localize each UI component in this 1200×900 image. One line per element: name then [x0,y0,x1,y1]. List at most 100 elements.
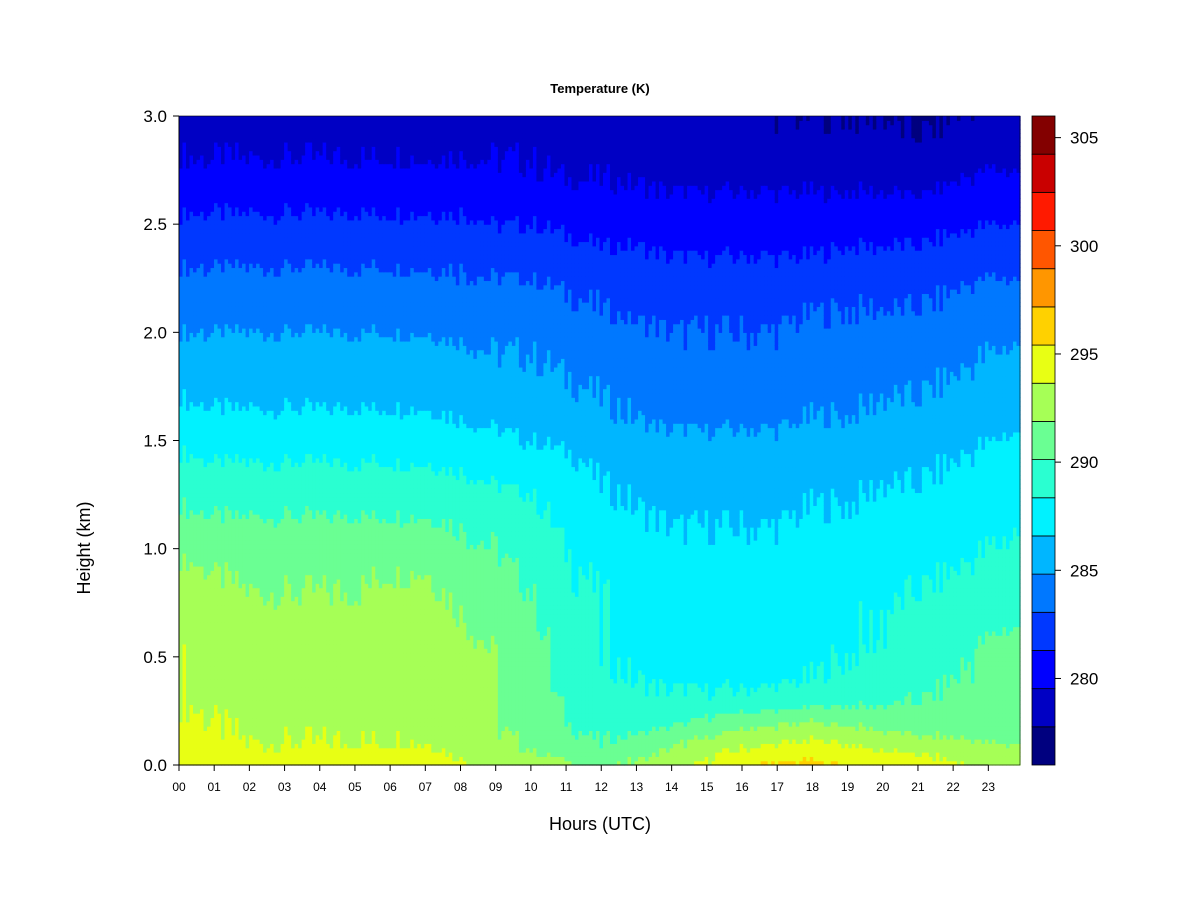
heatmap-cell [270,579,274,584]
heatmap-cell [193,142,197,147]
heatmap-cell [190,241,194,246]
heatmap-cell [270,428,274,433]
heatmap-cell [260,609,264,614]
heatmap-cell [249,129,253,134]
heatmap-cell [190,709,194,714]
heatmap-cell [235,743,239,748]
heatmap-cell [179,146,183,151]
heatmap-cell [267,479,271,484]
heatmap-cell [228,116,232,121]
heatmap-cell [235,306,239,311]
heatmap-cell [253,566,257,571]
heatmap-cell [253,553,257,558]
heatmap-cell [239,700,243,705]
heatmap-cell [253,687,257,692]
heatmap-cell [281,665,285,670]
heatmap-cell [207,393,211,398]
heatmap-cell [277,622,281,627]
heatmap-cell [197,415,201,420]
heatmap-cell [232,635,236,640]
heatmap-cell [225,640,229,645]
heatmap-cell [221,237,225,242]
heatmap-cell [232,237,236,242]
heatmap-cell [190,168,194,173]
heatmap-cell [207,337,211,342]
heatmap-cell [242,514,246,519]
heatmap-cell [197,631,201,636]
heatmap-cell [186,198,190,203]
heatmap-cell [246,246,250,251]
heatmap-cell [200,172,204,177]
heatmap-cell [260,315,264,320]
heatmap-cell [267,592,271,597]
heatmap-cell [214,683,218,688]
heatmap-cell [235,267,239,272]
heatmap-cell [186,224,190,229]
heatmap-cell [249,492,253,497]
heatmap-cell [179,233,183,238]
heatmap-cell [186,635,190,640]
heatmap-cell [200,575,204,580]
heatmap-cell [218,722,222,727]
heatmap-cell [186,670,190,675]
heatmap-cell [211,367,215,372]
heatmap-cell [263,631,267,636]
heatmap-cell [239,501,243,506]
heatmap-cell [274,280,278,285]
heatmap-cell [183,752,187,757]
heatmap-cell [260,224,264,229]
heatmap-cell [249,337,253,342]
heatmap-cell [207,341,211,346]
heatmap-cell [242,458,246,463]
heatmap-cell [270,367,274,372]
heatmap-cell [263,514,267,519]
heatmap-cell [232,618,236,623]
heatmap-cell [200,380,204,385]
heatmap-cell [207,419,211,424]
heatmap-cell [242,592,246,597]
heatmap-cell [197,605,201,610]
heatmap-cell [193,462,197,467]
heatmap-cell [183,497,187,502]
heatmap-cell [242,709,246,714]
heatmap-cell [246,674,250,679]
heatmap-cell [211,683,215,688]
heatmap-cell [204,341,208,346]
heatmap-cell [246,544,250,549]
heatmap-cell [281,371,285,376]
heatmap-cell [260,743,264,748]
heatmap-cell [277,475,281,480]
heatmap-cell [256,722,260,727]
heatmap-cell [232,657,236,662]
heatmap-cell [218,376,222,381]
heatmap-cell [267,138,271,143]
heatmap-cell [284,190,288,195]
heatmap-cell [235,665,239,670]
heatmap-cell [204,479,208,484]
heatmap-cell [221,133,225,138]
heatmap-cell [267,354,271,359]
heatmap-cell [235,627,239,632]
heatmap-cell [207,575,211,580]
heatmap-cell [277,393,281,398]
heatmap-cell [228,125,232,130]
heatmap-cell [242,601,246,606]
heatmap-cell [207,384,211,389]
heatmap-cell [232,371,236,376]
heatmap-cell [246,453,250,458]
heatmap-cell [200,583,204,588]
heatmap-cell [249,164,253,169]
heatmap-cell [232,380,236,385]
heatmap-cell [183,280,187,285]
heatmap-cell [197,315,201,320]
heatmap-cell [242,726,246,731]
heatmap-cell [190,410,194,415]
heatmap-cell [211,505,215,510]
heatmap-cell [207,345,211,350]
heatmap-cell [221,722,225,727]
heatmap-cell [260,735,264,740]
heatmap-cell [253,436,257,441]
heatmap-cell [200,445,204,450]
heatmap-cell [232,579,236,584]
heatmap-cell [183,168,187,173]
